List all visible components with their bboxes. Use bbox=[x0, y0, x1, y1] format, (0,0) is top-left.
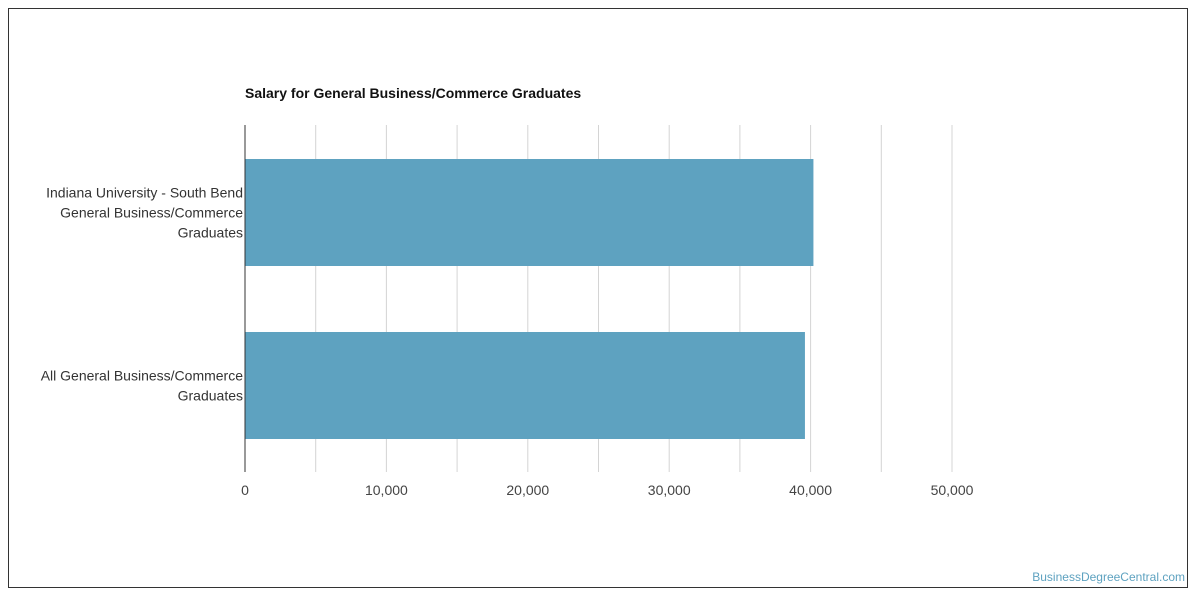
category-label: Graduates bbox=[178, 388, 243, 404]
category-label: Graduates bbox=[178, 225, 243, 241]
source-watermark[interactable]: BusinessDegreeCentral.com bbox=[1032, 570, 1185, 584]
x-tick-label: 30,000 bbox=[648, 482, 691, 498]
bar bbox=[245, 332, 805, 439]
x-tick-label: 10,000 bbox=[365, 482, 408, 498]
x-tick-label: 20,000 bbox=[506, 482, 549, 498]
x-tick-label: 0 bbox=[241, 482, 249, 498]
category-label: General Business/Commerce bbox=[60, 205, 243, 221]
chart-title: Salary for General Business/Commerce Gra… bbox=[245, 85, 582, 101]
category-label: All General Business/Commerce bbox=[41, 368, 244, 384]
x-tick-label: 50,000 bbox=[931, 482, 974, 498]
bar bbox=[245, 159, 814, 266]
category-label: Indiana University - South Bend bbox=[46, 185, 243, 201]
x-tick-label: 40,000 bbox=[789, 482, 832, 498]
